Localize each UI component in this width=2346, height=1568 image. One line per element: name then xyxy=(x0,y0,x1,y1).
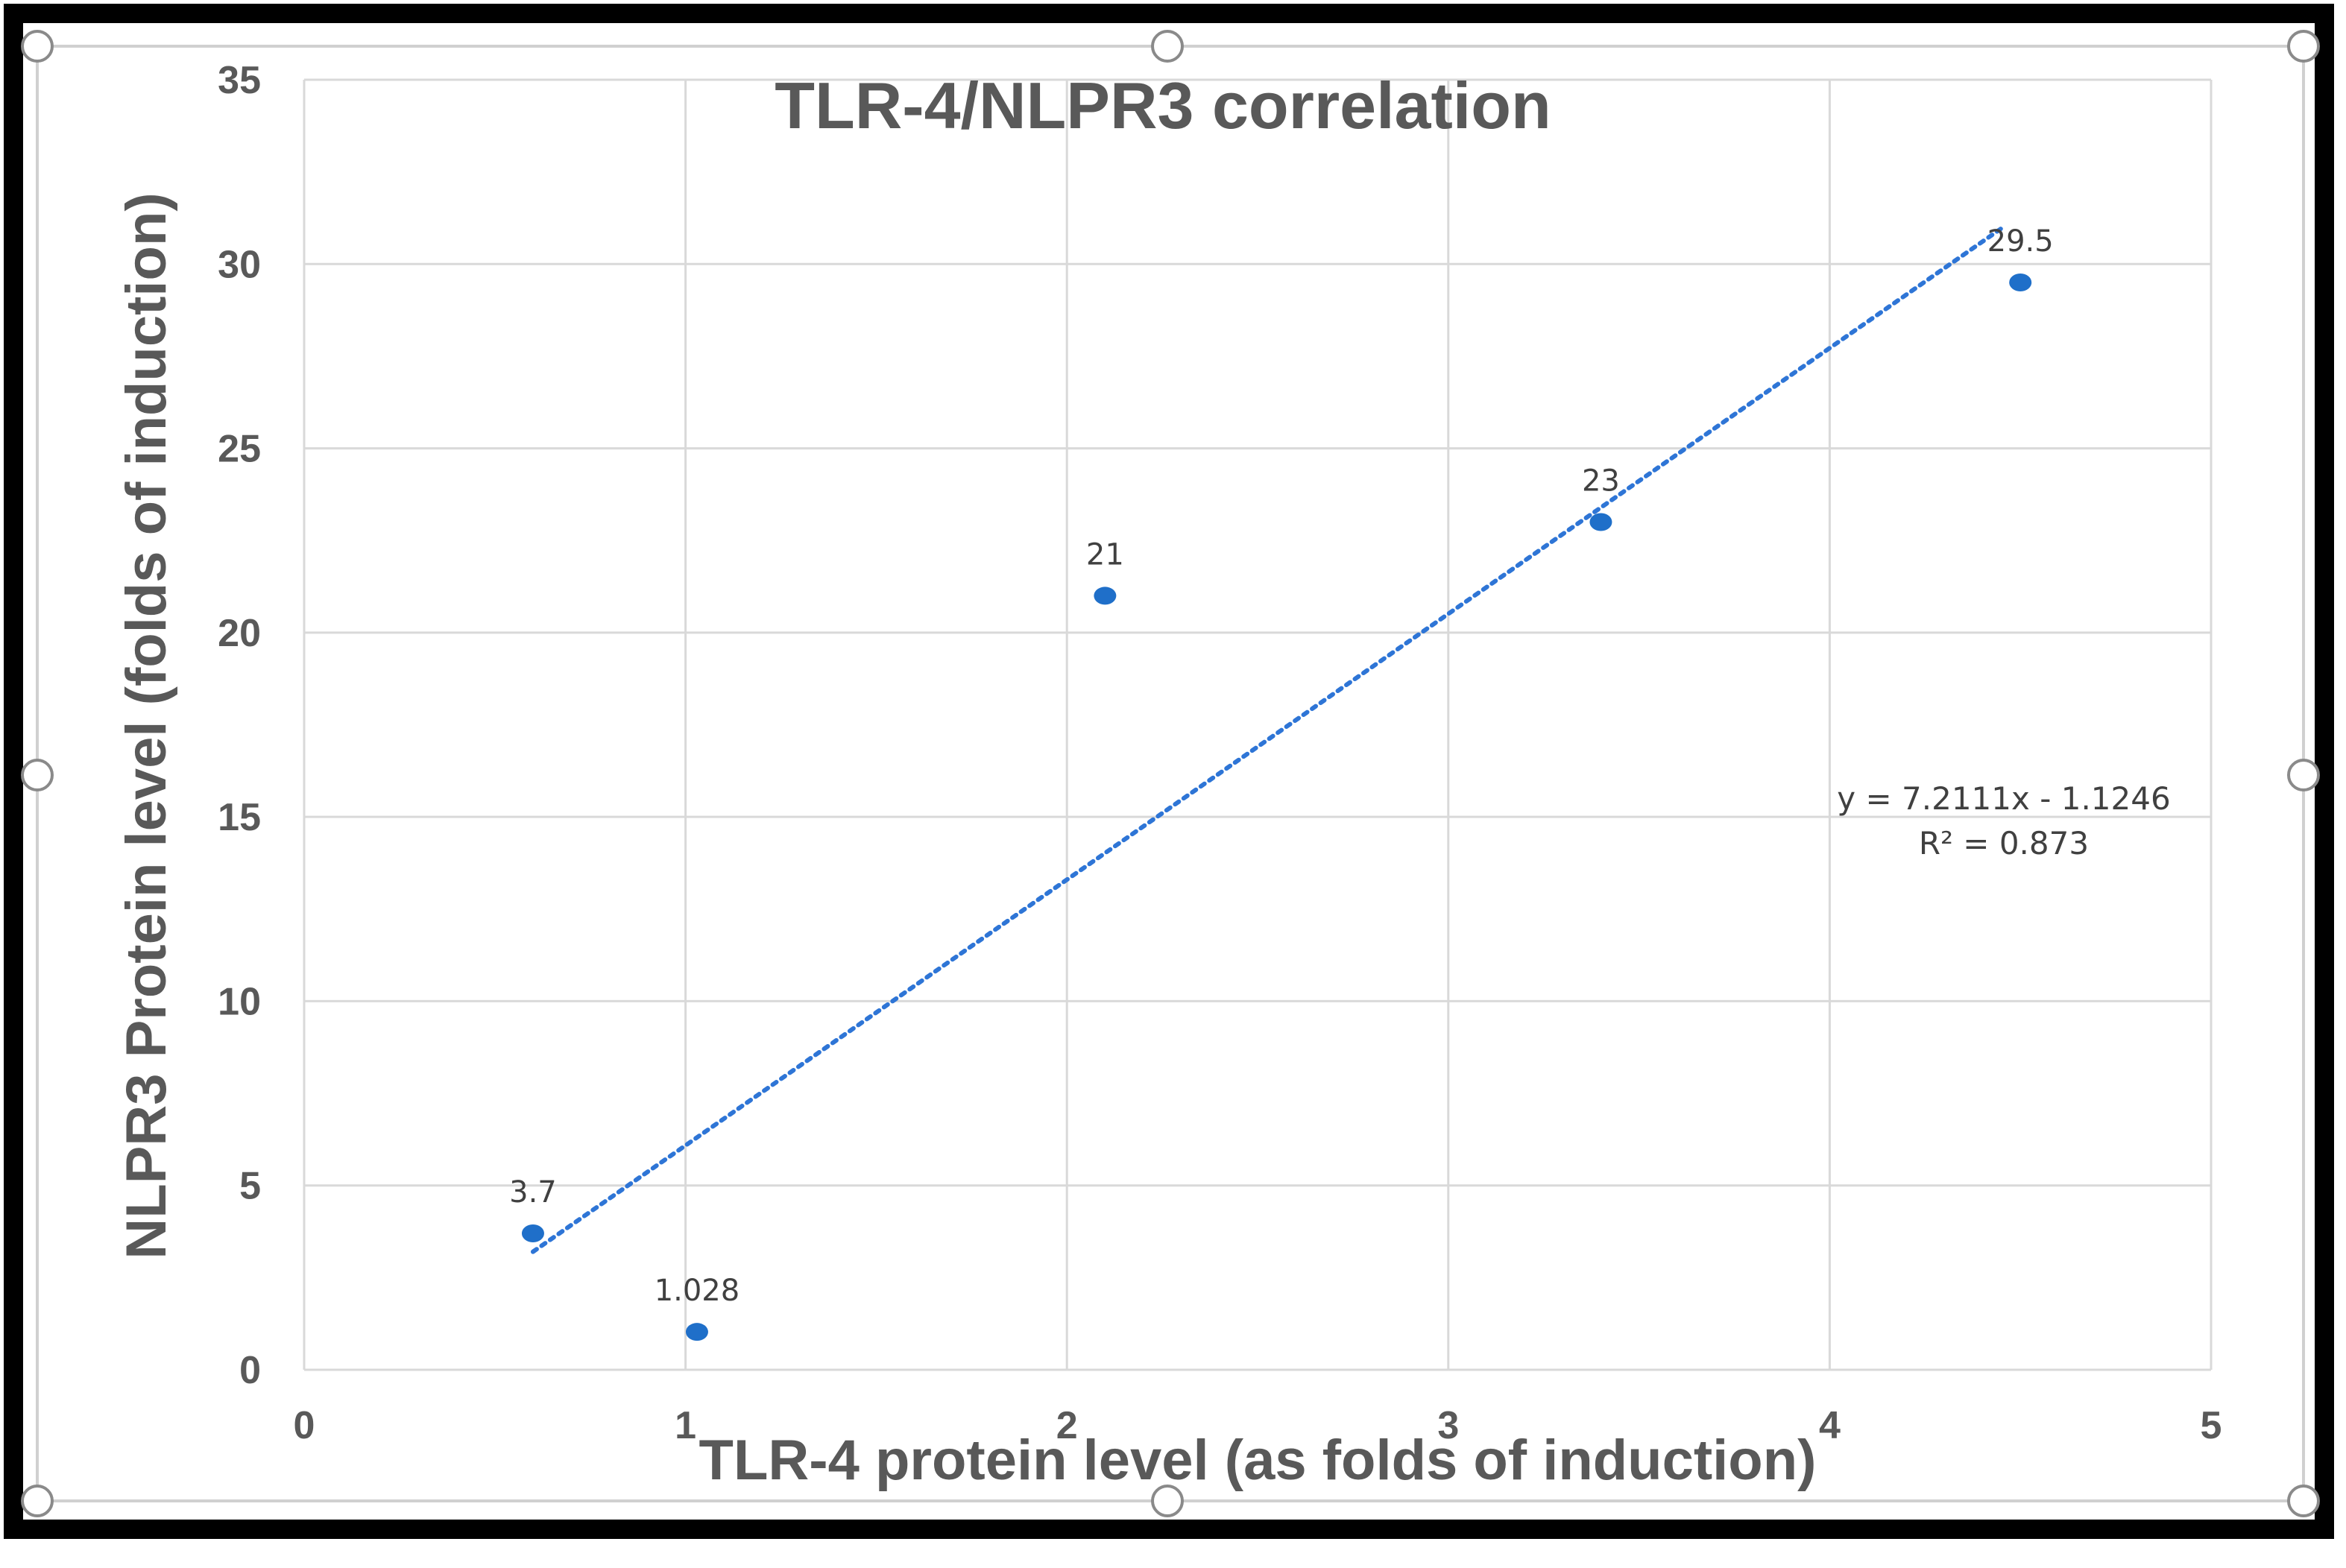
data-label: 3.7 xyxy=(509,1175,557,1210)
x-axis-title: TLR-4 protein level (as folds of inducti… xyxy=(699,1429,1817,1492)
x-tick-label: 1 xyxy=(675,1404,696,1447)
gridlines xyxy=(303,78,2213,1371)
resize-handle-middle-left[interactable] xyxy=(21,759,54,791)
data-label: 29.5 xyxy=(1987,224,2054,259)
data-points xyxy=(521,274,2032,1341)
data-point[interactable] xyxy=(685,1323,708,1341)
data-label: 1.028 xyxy=(655,1274,740,1308)
x-tick-label: 5 xyxy=(2201,1404,2222,1447)
resize-handle-top-right[interactable] xyxy=(2287,30,2320,63)
trendline-r-squared: R² = 0.873 xyxy=(1919,825,2089,862)
data-point[interactable] xyxy=(521,1224,544,1243)
trendline-group xyxy=(530,226,2004,1254)
resize-handle-top-left[interactable] xyxy=(21,30,54,63)
y-axis-title: NLPR3 Protein level (folds of induction) xyxy=(115,192,178,1259)
resize-handle-bottom-center[interactable] xyxy=(1151,1485,1184,1517)
y-tick-label: 20 xyxy=(218,612,261,655)
x-tick-label: 2 xyxy=(1056,1404,1078,1447)
x-tick-label: 0 xyxy=(294,1404,315,1447)
data-label: 23 xyxy=(1582,464,1620,498)
y-tick-label: 15 xyxy=(218,796,261,839)
trendline-equation: y = 7.2111x - 1.1246 xyxy=(1837,780,2170,817)
data-label: 21 xyxy=(1086,537,1124,572)
data-point[interactable] xyxy=(1094,587,1117,605)
y-tick-label: 30 xyxy=(218,243,261,286)
data-labels: 3.7 1.028 21 23 29.5 xyxy=(509,224,2054,1308)
outer-border xyxy=(4,4,2334,1539)
y-tick-label: 35 xyxy=(218,59,261,102)
y-tick-label: 25 xyxy=(218,428,261,471)
data-point[interactable] xyxy=(1589,513,1612,531)
y-tick-label: 0 xyxy=(239,1349,261,1392)
resize-handle-bottom-right[interactable] xyxy=(2287,1485,2320,1517)
resize-handle-middle-right[interactable] xyxy=(2287,759,2320,791)
data-point[interactable] xyxy=(2009,274,2032,292)
y-tick-label: 5 xyxy=(239,1165,261,1208)
y-tick-label: 10 xyxy=(218,980,261,1023)
x-tick-label: 3 xyxy=(1437,1404,1459,1447)
chart-title: TLR-4/NLPR3 correlation xyxy=(775,69,1551,142)
resize-handle-bottom-left[interactable] xyxy=(21,1485,54,1517)
trendline xyxy=(530,226,2004,1254)
x-tick-label: 4 xyxy=(1819,1404,1841,1447)
resize-handle-top-center[interactable] xyxy=(1151,30,1184,63)
